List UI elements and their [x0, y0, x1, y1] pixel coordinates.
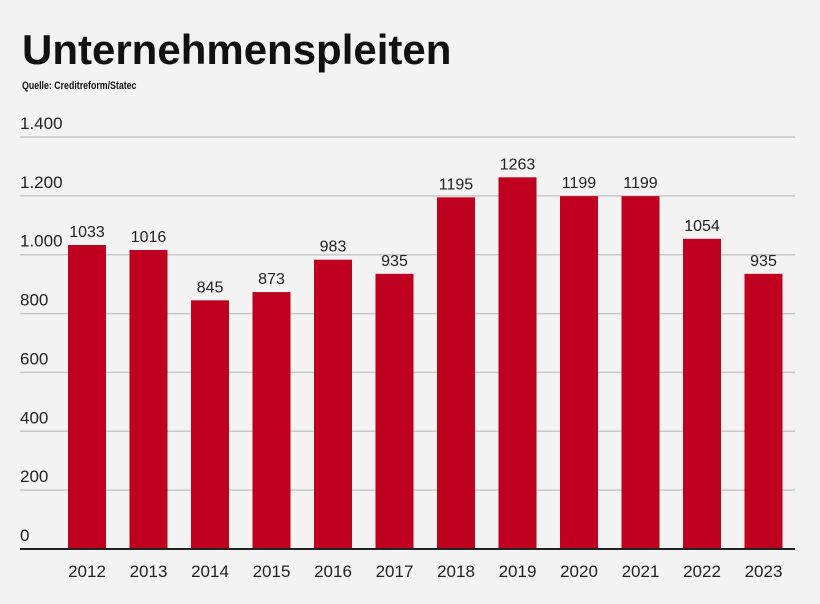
x-tick-label: 2016: [314, 562, 352, 581]
data-label: 1195: [439, 176, 474, 193]
x-tick-label: 2017: [376, 562, 414, 581]
x-tick-label: 2013: [130, 562, 168, 581]
data-label: 1033: [69, 224, 105, 241]
y-tick-label: 800: [20, 291, 48, 310]
bar: [560, 196, 598, 549]
data-label: 935: [381, 253, 408, 270]
bar: [498, 177, 537, 549]
y-tick-label: 1.200: [20, 173, 63, 192]
x-tick-label: 2015: [253, 562, 291, 581]
data-label: 873: [258, 271, 285, 288]
data-label: 1263: [500, 156, 536, 173]
y-tick-label: 1.400: [20, 114, 63, 133]
data-label: 1199: [562, 175, 597, 192]
bar: [191, 300, 229, 549]
x-tick-label: 2021: [622, 562, 660, 581]
y-tick-label: 1.000: [20, 232, 63, 251]
bar: [129, 250, 168, 549]
bar: [375, 273, 414, 549]
y-tick-label: 600: [20, 349, 48, 368]
bar: [744, 273, 783, 549]
chart-title: Unternehmenspleiten: [22, 26, 452, 73]
x-tick-label: 2019: [499, 562, 537, 581]
bar: [437, 197, 475, 550]
y-tick-label: 0: [20, 526, 29, 545]
x-tick-label: 2018: [437, 562, 475, 581]
chart-source: Quelle: Creditreform/Statec: [22, 80, 137, 92]
data-label: 935: [750, 253, 777, 270]
data-label: 1054: [684, 218, 720, 235]
data-label: 1199: [623, 175, 658, 192]
x-tick-label: 2023: [745, 562, 783, 581]
x-tick-label: 2020: [560, 562, 598, 581]
bar: [68, 245, 106, 549]
x-tick-label: 2012: [68, 562, 106, 581]
x-tick-label: 2014: [191, 562, 229, 581]
data-label: 1016: [131, 229, 167, 246]
bar: [314, 259, 352, 549]
bar: [683, 238, 721, 549]
data-label: 983: [320, 239, 347, 256]
y-tick-label: 400: [20, 408, 48, 427]
bar: [621, 196, 660, 549]
bar: [252, 292, 291, 549]
data-label: 845: [197, 279, 224, 296]
x-tick-label: 2022: [683, 562, 721, 581]
y-tick-label: 200: [20, 467, 48, 486]
